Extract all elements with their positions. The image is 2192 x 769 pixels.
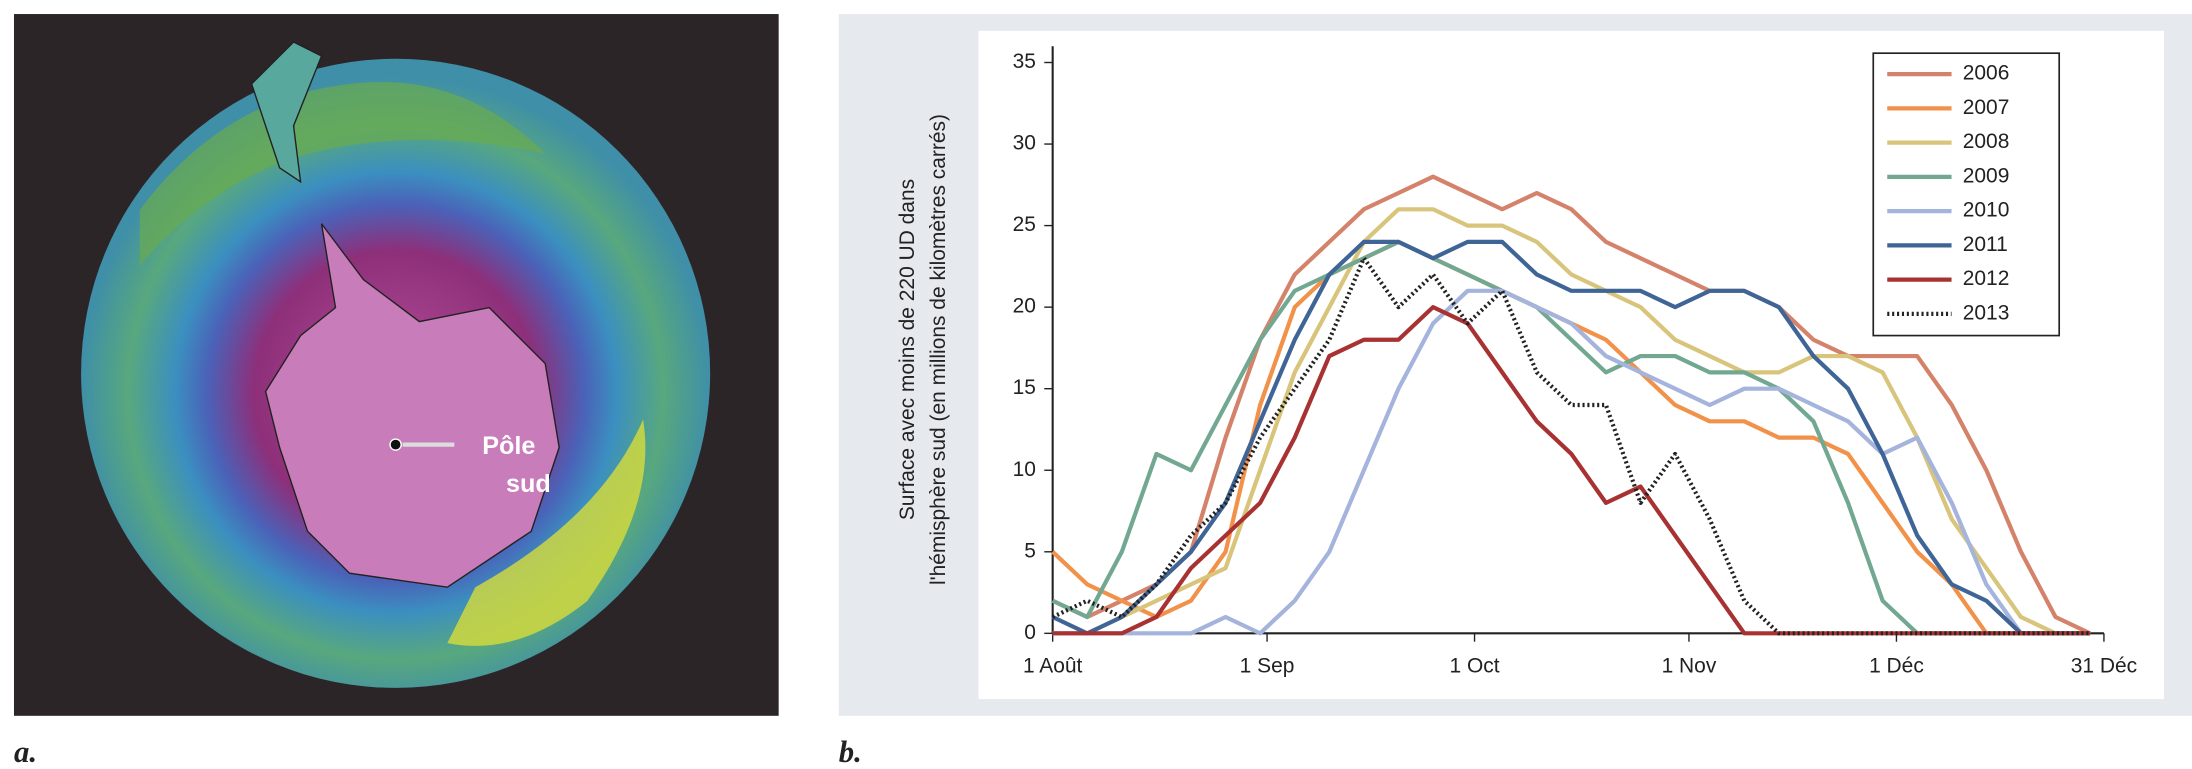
legend-label: 2008 [1963,130,2010,153]
legend-label: 2009 [1963,164,2010,187]
legend-label: 2012 [1963,267,2010,290]
y-axis-title-line: Surface avec moins de 220 UD dans [896,179,919,520]
panel-label: b. [839,735,862,769]
annotation: Pôle [482,432,535,460]
y-tick-label: 5 [1024,539,1036,562]
x-tick-label: 1 Août [1023,654,1083,677]
series-line [1051,256,2091,636]
x-tick-label: 1 Déc [1869,654,1924,677]
antarctica [264,223,560,588]
series-line [1051,174,2091,636]
y-axis-title: Surface avec moins de 220 UD dans l'hémi… [896,114,950,585]
y-tick-label: 35 [1013,50,1036,73]
series-line [1052,288,2091,636]
y-tick-label: 15 [1013,376,1036,399]
x-tick-label: 1 Sep [1240,654,1295,677]
x-tick-label: 31 Déc [2071,654,2137,677]
south-america [250,41,323,184]
y-tick-label: 10 [1013,458,1036,481]
x-tick-label: 1 Oct [1450,654,1500,677]
y-tick-label: 30 [1013,132,1036,155]
legend-label: 2007 [1963,96,2010,119]
legend-label: 2011 [1963,233,2008,256]
green-region [139,81,546,266]
legend-label: 2010 [1963,199,2010,222]
legend-label: 2006 [1963,62,2010,85]
y-tick-label: 20 [1013,295,1036,318]
yellow-region [447,419,646,646]
y-tick-label: 0 [1024,621,1036,644]
panel-label: a. [14,735,37,769]
y-tick-label: 25 [1013,213,1036,236]
annotation: sud [506,470,551,498]
pole-marker [389,438,402,451]
y-axis-title-line: l'hémisphère sud (en millions de kilomèt… [927,114,950,585]
legend-label: 2013 [1963,301,2010,324]
x-tick-label: 1 Nov [1662,654,1717,677]
legend-box [1872,52,2061,337]
series-line [1052,305,2091,636]
